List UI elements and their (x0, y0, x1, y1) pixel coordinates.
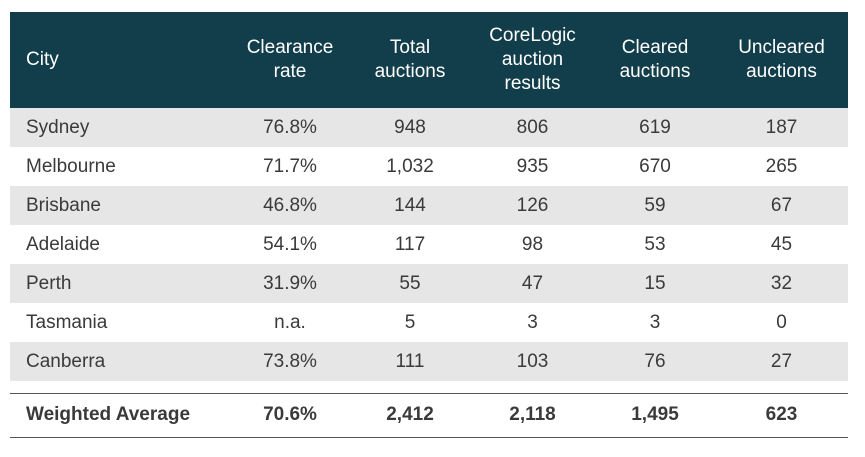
total-auctions-cell: 55 (399, 272, 421, 294)
header-line: results (504, 73, 561, 94)
table-row-brisbane: Brisbane 46.8% 144 126 59 67 (10, 186, 848, 225)
corelogic-results-cell: 103 (516, 350, 549, 372)
header-uncleared-auctions: Uncleared auctions (715, 12, 848, 108)
corelogic-results-cell: 806 (516, 116, 549, 138)
uncleared-auctions-cell: 32 (770, 272, 793, 294)
corelogic-results-cell: 126 (516, 194, 549, 216)
header-line: Clearance (246, 37, 334, 58)
uncleared-auctions-cell: 0 (776, 311, 787, 333)
corelogic-results-cell: 47 (521, 272, 544, 294)
table-row-adelaide: Adelaide 54.1% 117 98 53 45 (10, 225, 848, 264)
table-row-melbourne: Melbourne 71.7% 1,032 935 670 265 (10, 147, 848, 186)
header-corelogic-results: CoreLogic auction results (470, 12, 595, 108)
header-line: Uncleared (738, 37, 825, 58)
header-total-auctions: Total auctions (350, 12, 470, 108)
weighted-average-corelogic: 2,118 (509, 404, 556, 425)
city-cell: Sydney (26, 116, 90, 138)
header-line: auctions (374, 61, 446, 82)
table-row-sydney: Sydney 76.8% 948 806 619 187 (10, 108, 848, 147)
auction-results-table: City Clearance rate Total auctions CoreL… (10, 12, 848, 438)
clearance-rate-cell: 76.8% (263, 116, 317, 138)
weighted-average-uncleared: 623 (765, 404, 798, 425)
clearance-rate-cell: 73.8% (263, 350, 317, 372)
uncleared-auctions-cell: 27 (770, 350, 793, 372)
total-auctions-cell: 1,032 (386, 155, 434, 177)
total-auctions-cell: 111 (395, 350, 425, 372)
cleared-auctions-cell: 15 (644, 272, 666, 294)
corelogic-results-cell: 3 (527, 311, 538, 333)
cleared-auctions-cell: 670 (639, 155, 671, 177)
header-line: auctions (746, 61, 817, 82)
table-row-tasmania: Tasmania n.a. 5 3 3 0 (10, 303, 848, 342)
city-cell: Brisbane (26, 194, 101, 216)
city-cell: Canberra (26, 350, 106, 372)
weighted-average-clearance-rate: 70.6% (263, 404, 317, 425)
clearance-rate-cell: 31.9% (263, 272, 317, 294)
table-header-row: City Clearance rate Total auctions CoreL… (10, 12, 848, 108)
spacer-cell (10, 381, 848, 393)
uncleared-auctions-cell: 67 (770, 194, 793, 216)
header-line: Cleared (621, 37, 689, 58)
table-row-weighted-average: Weighted Average 70.6% 2,412 2,118 1,495… (10, 393, 848, 437)
total-auctions-cell: 117 (394, 233, 426, 255)
city-cell: Adelaide (26, 233, 100, 255)
header-city-label: City (26, 49, 59, 70)
header-line: auctions (619, 61, 691, 82)
cleared-auctions-cell: 619 (639, 116, 671, 138)
city-cell: Perth (26, 272, 72, 294)
clearance-rate-cell: 54.1% (263, 233, 317, 255)
header-clearance-rate: Clearance rate (230, 12, 350, 108)
header-line: rate (273, 61, 307, 82)
clearance-rate-cell: 71.7% (263, 155, 317, 177)
city-cell: Tasmania (26, 311, 108, 333)
uncleared-auctions-cell: 45 (770, 233, 793, 255)
table-row-canberra: Canberra 73.8% 111 103 76 27 (10, 342, 848, 381)
table-spacer-row (10, 381, 848, 393)
weighted-average-label: Weighted Average (26, 404, 191, 425)
clearance-rate-cell: 46.8% (263, 194, 317, 216)
city-cell: Melbourne (26, 155, 116, 177)
header-line: Total (389, 37, 431, 58)
total-auctions-cell: 948 (394, 116, 426, 138)
header-line: auction (501, 49, 564, 70)
weighted-average-cleared: 1,495 (631, 404, 679, 425)
corelogic-results-cell: 935 (516, 155, 549, 177)
header-cleared-auctions: Cleared auctions (595, 12, 715, 108)
uncleared-auctions-cell: 265 (765, 155, 798, 177)
cleared-auctions-cell: 3 (649, 311, 661, 333)
uncleared-auctions-cell: 187 (765, 116, 798, 138)
cleared-auctions-cell: 59 (644, 194, 666, 216)
total-auctions-cell: 144 (394, 194, 426, 216)
clearance-rate-cell: n.a. (274, 311, 306, 333)
cleared-auctions-cell: 76 (644, 350, 666, 372)
header-line: CoreLogic (489, 25, 576, 46)
table-row-perth: Perth 31.9% 55 47 15 32 (10, 264, 848, 303)
auction-results-table-container: City Clearance rate Total auctions CoreL… (10, 12, 848, 438)
weighted-average-total: 2,412 (386, 404, 434, 425)
total-auctions-cell: 5 (404, 311, 416, 333)
corelogic-results-cell: 98 (521, 233, 544, 255)
header-city: City (10, 12, 230, 108)
cleared-auctions-cell: 53 (644, 233, 666, 255)
